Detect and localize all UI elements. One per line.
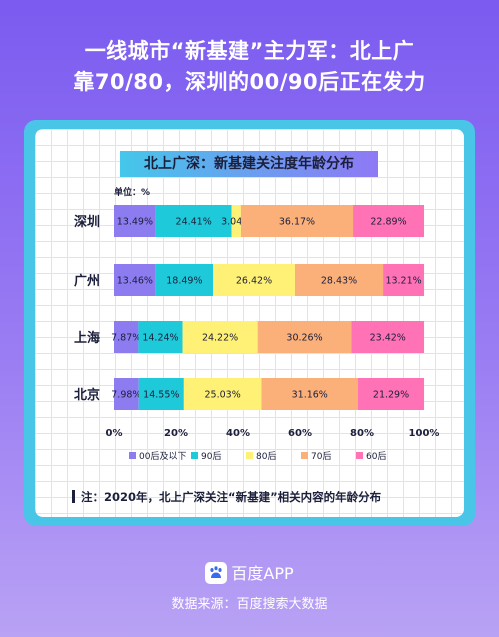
bar-segment (213, 264, 295, 296)
x-tick-label: 60% (288, 428, 312, 439)
legend-swatch (301, 452, 308, 459)
data-label: 13.46% (117, 276, 153, 287)
headline-line-2: 靠70/80，深圳的00/90后正在发力 (73, 70, 426, 94)
data-label: 3.04% (221, 217, 251, 228)
bar-segment (155, 205, 232, 237)
data-source: 数据来源：百度搜索大数据 (171, 597, 328, 612)
bar-segment (257, 321, 352, 353)
data-label: 13.21% (385, 276, 421, 287)
bar-segment (240, 205, 354, 237)
bar-segment (294, 264, 384, 296)
chart-title: 北上广深：新基建关注度年龄分布 (120, 151, 378, 177)
x-tick-label: 100% (409, 428, 440, 439)
data-label: 36.17% (279, 217, 315, 228)
bar-segment (231, 205, 241, 237)
legend-label: 00后及以下 (139, 451, 186, 462)
baidu-paw-icon (205, 562, 228, 584)
bar-segment (114, 321, 139, 353)
legend-swatch (191, 452, 198, 459)
bar-segment (183, 378, 262, 410)
legend-label: 60后 (366, 451, 386, 462)
bar-segment (351, 321, 425, 353)
data-label: 21.29% (373, 390, 409, 401)
data-label: 18.49% (166, 276, 202, 287)
footnote-text: 注：2020年，北上广深关注“新基建”相关内容的年龄分布 (81, 490, 382, 504)
data-label: 26.42% (236, 276, 272, 287)
bar-segment (182, 321, 258, 353)
brand-name: 百度APP (231, 564, 294, 583)
bar-segment (114, 378, 139, 410)
headline: 一线城市“新基建”主力军：北上广 靠70/80，深圳的00/90后正在发力 (0, 36, 499, 98)
data-label: 7.98% (111, 390, 141, 401)
data-label: 30.26% (286, 333, 322, 344)
data-label: 25.03% (205, 390, 241, 401)
data-label: 31.16% (292, 390, 328, 401)
brand: 百度APP (0, 562, 499, 586)
legend-label: 70后 (311, 451, 331, 462)
category-label: 广州 (74, 273, 100, 289)
data-label: 7.87% (111, 333, 141, 344)
bar-segment (138, 378, 184, 410)
data-label: 28.43% (321, 276, 357, 287)
bar-segment (358, 378, 425, 410)
legend-label: 90后 (201, 451, 221, 462)
bar-segment (353, 205, 424, 237)
data-label: 14.24% (142, 333, 178, 344)
bar-segment (114, 264, 156, 296)
x-tick-label: 40% (226, 428, 250, 439)
legend-swatch (356, 452, 363, 459)
bar-segment (114, 205, 156, 237)
legend-swatch (246, 452, 253, 459)
headline-line-1: 一线城市“新基建”主力军：北上广 (84, 39, 415, 63)
x-tick-label: 80% (350, 428, 374, 439)
bar-segment (138, 321, 183, 353)
data-label: 23.42% (370, 333, 406, 344)
category-label: 北京 (74, 387, 100, 403)
footnote: 注：2020年，北上广深关注“新基建”相关内容的年龄分布 (72, 489, 472, 505)
data-label: 24.22% (202, 333, 238, 344)
bar-segment (261, 378, 359, 410)
legend-swatch (129, 452, 136, 459)
category-label: 深圳 (74, 214, 100, 230)
bar-segment (383, 264, 425, 296)
unit-label: 单位：% (114, 186, 150, 198)
x-tick-label: 20% (164, 428, 188, 439)
bar-segment (155, 264, 214, 296)
data-label: 24.41% (176, 217, 212, 228)
footnote-marker (72, 490, 75, 503)
data-label: 13.49% (117, 217, 153, 228)
data-label: 14.55% (143, 390, 179, 401)
category-label: 上海 (74, 330, 100, 346)
x-tick-label: 0% (106, 428, 123, 439)
legend-label: 80后 (256, 451, 276, 462)
data-label: 22.89% (370, 217, 406, 228)
